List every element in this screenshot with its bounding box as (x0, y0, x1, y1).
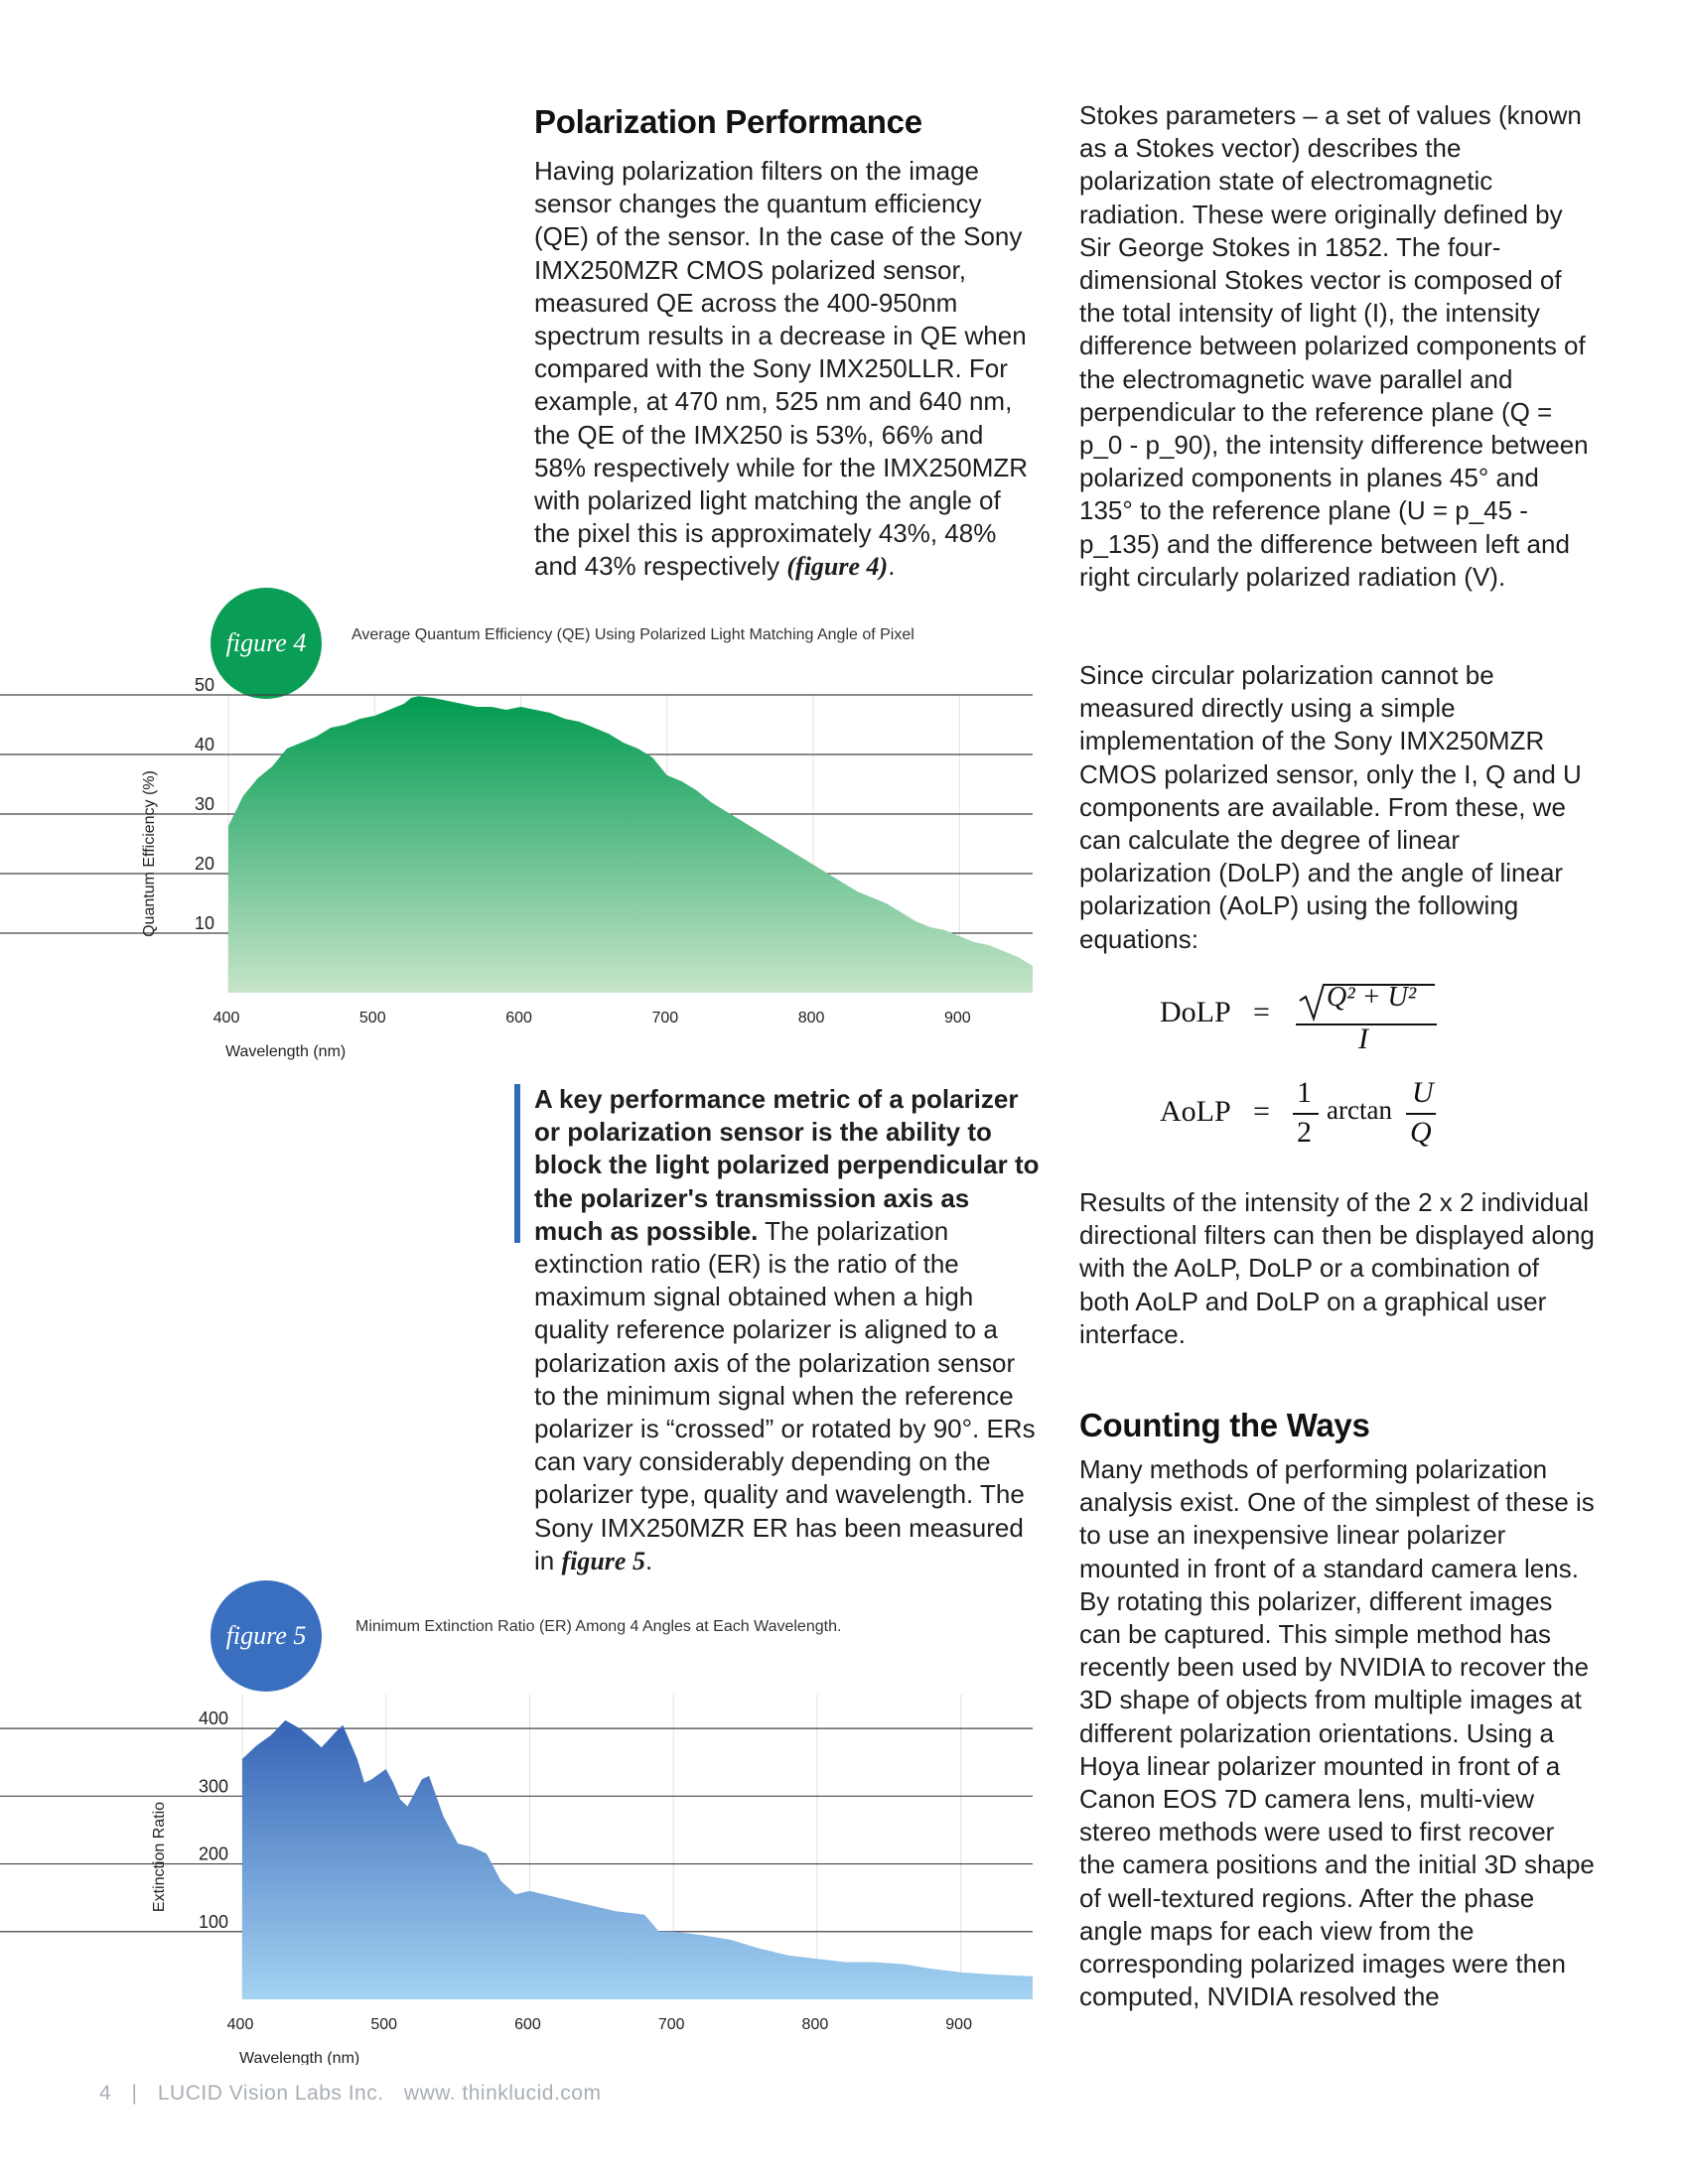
x-tick-label: 400 (213, 1010, 240, 1026)
y-tick-label: 20 (195, 854, 214, 874)
y-tick-label: 200 (199, 1844, 228, 1864)
polarization-text: Having polarization filters on the image… (534, 156, 1029, 582)
x-axis-label: Wavelength (nm) (239, 2050, 359, 2065)
y-tick-label: 40 (195, 735, 214, 754)
extinction-paragraph: A key performance metric of a polarizer … (534, 1083, 1041, 1577)
page-footer: 4 | LUCID Vision Labs Inc. www. thinkluc… (99, 2082, 601, 2106)
x-tick-label: 800 (798, 1010, 825, 1026)
y-tick-label: 400 (199, 1708, 228, 1728)
data-area (228, 696, 1033, 993)
figure-4-reference: (figure 4) (786, 552, 889, 582)
y-tick-label: 50 (195, 675, 214, 695)
polarization-paragraph: Having polarization filters on the image… (534, 155, 1041, 584)
aolp-fraction-bar (1406, 1113, 1436, 1115)
y-tick-label: 30 (195, 794, 214, 814)
dolp-denominator: I (1358, 1023, 1368, 1055)
x-tick-label: 700 (658, 2016, 685, 2033)
dolp-numerator: Q² + U² (1327, 982, 1417, 1013)
polarization-end: . (888, 551, 896, 582)
y-tick-label: 100 (199, 1912, 228, 1932)
data-area (242, 1719, 1033, 1999)
section-heading-polarization: Polarization Performance (534, 103, 922, 140)
footer-company: LUCID Vision Labs Inc. (157, 2082, 384, 2105)
aolp-equation: AoLP = 1 2 arctan U Q (1160, 1076, 1477, 1171)
x-tick-label: 900 (945, 2016, 972, 2033)
x-tick-label: 500 (370, 2016, 397, 2033)
x-tick-label: 500 (359, 1010, 386, 1026)
x-tick-label: 600 (514, 2016, 541, 2033)
x-tick-label: 700 (651, 1010, 678, 1026)
dolp-fraction (1296, 984, 1437, 1025)
page-number: 4 (99, 2082, 112, 2105)
x-tick-label: 800 (802, 2016, 829, 2033)
figure-5-reference: figure 5 (561, 1546, 645, 1575)
figure-4-badge: figure 4 (211, 588, 322, 699)
results-paragraph: Results of the intensity of the 2 x 2 in… (1079, 1187, 1595, 1349)
y-tick-label: 10 (195, 913, 214, 933)
aolp-coefficient-bar (1293, 1113, 1319, 1115)
footer-separator: | (131, 2082, 138, 2105)
pullquote-text: A key performance metric of a polarizer … (534, 1084, 1040, 1246)
figure-5-caption: Minimum Extinction Ratio (ER) Among 4 An… (355, 1618, 842, 1635)
extinction-text: The polarization extinction ratio (ER) i… (534, 1215, 1036, 1575)
figure-5-badge: figure 5 (211, 1580, 322, 1692)
counting-paragraph: Many methods of performing polarization … (1079, 1454, 1595, 2012)
stokes-paragraph: Stokes parameters – a set of values (kno… (1079, 100, 1589, 592)
x-axis-label: Wavelength (nm) (225, 1043, 346, 1060)
figure-4-badge-label: figure 4 (225, 628, 307, 657)
x-tick-label: 900 (944, 1010, 971, 1026)
x-tick-label: 400 (227, 2016, 254, 2033)
y-tick-label: 300 (199, 1776, 228, 1796)
y-axis-label: Quantum Efficiency (%) (141, 770, 158, 937)
pullquote-accent-bar (514, 1084, 520, 1243)
aolp-equals: = (1253, 1095, 1270, 1128)
aolp-coefficient-denominator: 2 (1297, 1116, 1312, 1149)
circular-polarization-paragraph: Since circular polarization cannot be me… (1079, 660, 1582, 954)
aolp-denominator: Q (1410, 1116, 1432, 1149)
aolp-function: arctan (1327, 1095, 1392, 1125)
figure-4-caption: Average Quantum Efficiency (QE) Using Po… (352, 626, 914, 643)
qe-chart: 10 20 30 40 50 400 500 600 700 800 900 Wavelength (… (0, 675, 1033, 1060)
y-axis-label: Extinction Ratio (151, 1802, 168, 1912)
section-heading-counting: Counting the Ways (1079, 1407, 1370, 1443)
aolp-label: AoLP (1160, 1095, 1231, 1128)
dolp-equals: = (1253, 996, 1270, 1028)
footer-website: www. thinklucid.com (403, 2082, 602, 2105)
dolp-equation: DoLP = Q² + U² I (1160, 982, 1458, 1062)
aolp-coefficient-numerator: 1 (1297, 1076, 1312, 1109)
dolp-label: DoLP (1160, 996, 1231, 1028)
extinction-end: . (644, 1545, 653, 1575)
aolp-numerator: U (1412, 1076, 1434, 1109)
x-tick-label: 600 (505, 1010, 532, 1026)
er-chart: 100 200 300 400 400 500 600 700 800 900 Wavelength… (0, 1695, 1033, 2065)
figure-5-badge-label: figure 5 (225, 1621, 307, 1650)
